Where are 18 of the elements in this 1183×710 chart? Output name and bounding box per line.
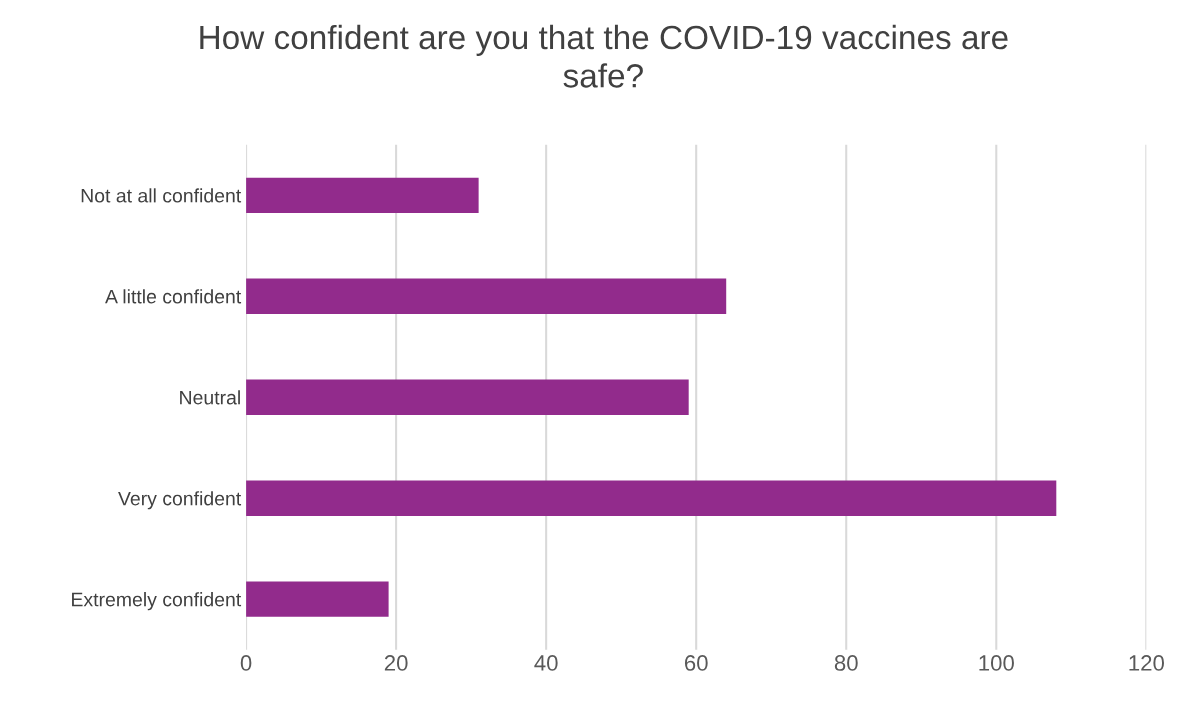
bar [246,379,689,415]
y-tick-label: Extremely confident [72,592,242,611]
x-tick-label: 80 [834,655,858,671]
x-tick-label: 20 [384,655,408,671]
y-tick-label: A little confident [105,289,242,304]
bar [246,278,727,314]
x-tick-label: 120 [1129,655,1164,671]
chart-title: How confident are you that the COVID-19 vaccines are safe? [200,24,1008,88]
y-tick-label: Very confident [118,491,242,510]
bar [246,177,479,213]
bar [246,480,1057,516]
x-tick-label: 40 [534,655,558,671]
bar [246,581,389,617]
x-tick-label: 0 [240,655,252,671]
x-tick-label: 60 [684,655,708,671]
y-tick-label: Not at all confident [81,188,242,203]
x-tick-label: 100 [979,655,1014,671]
y-tick-label: Neutral [180,390,240,405]
